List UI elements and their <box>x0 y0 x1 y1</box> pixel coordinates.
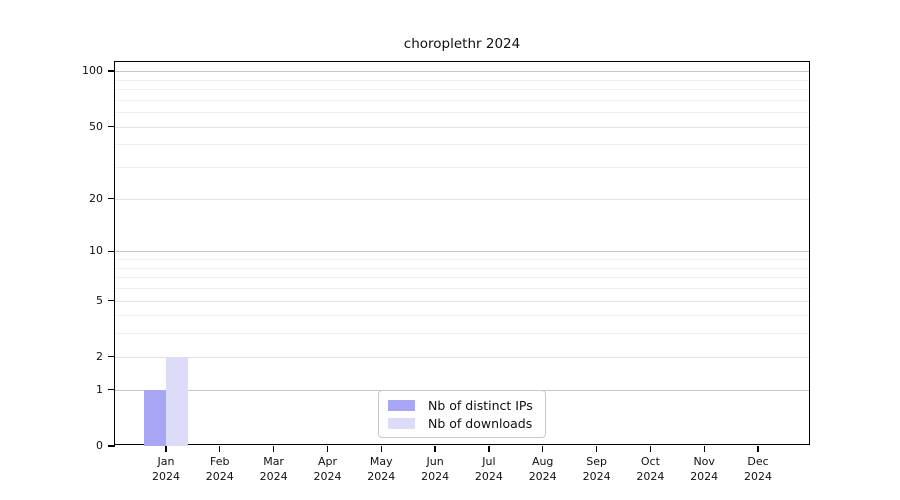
x-axis-tick <box>272 446 275 452</box>
x-axis-tick <box>595 446 598 452</box>
x-axis-tick <box>703 446 705 452</box>
x-tick-label: Dec 2024 <box>744 455 772 483</box>
bar-nb-of-downloads <box>166 356 188 446</box>
gridline-minor <box>115 287 809 289</box>
gridline-minor <box>115 112 809 114</box>
gridline <box>115 198 809 200</box>
gridline-minor <box>115 79 809 81</box>
x-axis-tick <box>434 446 436 452</box>
x-tick-label: Mar 2024 <box>259 455 288 483</box>
gridline <box>115 300 809 302</box>
x-tick-label: Sep 2024 <box>582 455 611 483</box>
gridline-minor <box>115 333 809 335</box>
legend-item: Nb of downloads <box>388 414 533 432</box>
legend-label: Nb of downloads <box>428 415 533 431</box>
x-tick-label: Oct 2024 <box>636 455 665 483</box>
legend-label: Nb of distinct IPs <box>428 397 533 413</box>
y-tick-label: 20 <box>89 191 103 205</box>
gridline-minor <box>115 267 809 269</box>
x-axis-tick <box>219 446 221 452</box>
y-axis-tick <box>108 125 115 128</box>
y-axis-tick <box>108 445 115 447</box>
x-axis-tick <box>165 446 167 452</box>
y-axis-tick <box>108 70 115 72</box>
y-tick-label: 1 <box>96 382 103 396</box>
y-axis-tick <box>108 198 115 200</box>
y-tick-label: 2 <box>96 349 103 363</box>
legend-swatch-distinct-ips <box>388 399 415 411</box>
gridline-minor <box>115 277 809 279</box>
y-tick-label: 0 <box>96 439 103 452</box>
legend-item: Nb of distinct IPs <box>388 396 533 414</box>
x-axis-tick <box>380 446 382 452</box>
x-tick-label: May 2024 <box>367 455 396 483</box>
gridline <box>115 251 809 253</box>
x-tick-label: Aug 2024 <box>528 455 557 483</box>
x-axis-tick <box>326 446 329 452</box>
legend: Nb of distinct IPs Nb of downloads <box>378 390 546 438</box>
gridline <box>115 126 809 128</box>
gridline-minor <box>115 167 809 169</box>
y-tick-label: 50 <box>89 119 103 133</box>
legend-swatch-downloads <box>388 417 415 429</box>
chart-title: choroplethr 2024 <box>403 36 521 52</box>
x-tick-label: Feb 2024 <box>205 455 234 483</box>
y-axis-tick <box>108 299 115 302</box>
x-tick-label: Jun 2024 <box>421 455 450 483</box>
y-tick-label: 10 <box>89 244 103 258</box>
x-axis-tick <box>757 446 759 452</box>
gridline-minor <box>115 259 809 260</box>
gridline-minor <box>115 89 809 90</box>
x-tick-label: Apr 2024 <box>313 455 342 483</box>
x-axis-tick <box>542 446 544 452</box>
y-axis-tick <box>108 250 115 252</box>
x-axis-tick <box>649 446 652 452</box>
gridline-minor <box>115 315 809 317</box>
y-tick-label: 100 <box>82 64 103 78</box>
y-axis-tick <box>108 356 115 358</box>
gridline <box>115 356 809 358</box>
gridline-minor <box>115 99 809 101</box>
bar-nb-of-distinct-ips <box>144 389 166 446</box>
gridline-minor <box>115 144 809 146</box>
y-axis-tick <box>108 389 115 391</box>
plot-area: 0 1 2 5 10 20 50 100 Jan 2024 Feb 2024 Mar 2024 Apr… <box>82 61 810 483</box>
x-tick-label: Nov 2024 <box>690 455 719 483</box>
y-tick-label: 5 <box>96 293 103 307</box>
x-axis-tick <box>488 446 490 452</box>
x-tick-label: Jan 2024 <box>152 455 180 483</box>
x-tick-label: Jul 2024 <box>474 455 503 483</box>
gridline <box>115 71 809 73</box>
